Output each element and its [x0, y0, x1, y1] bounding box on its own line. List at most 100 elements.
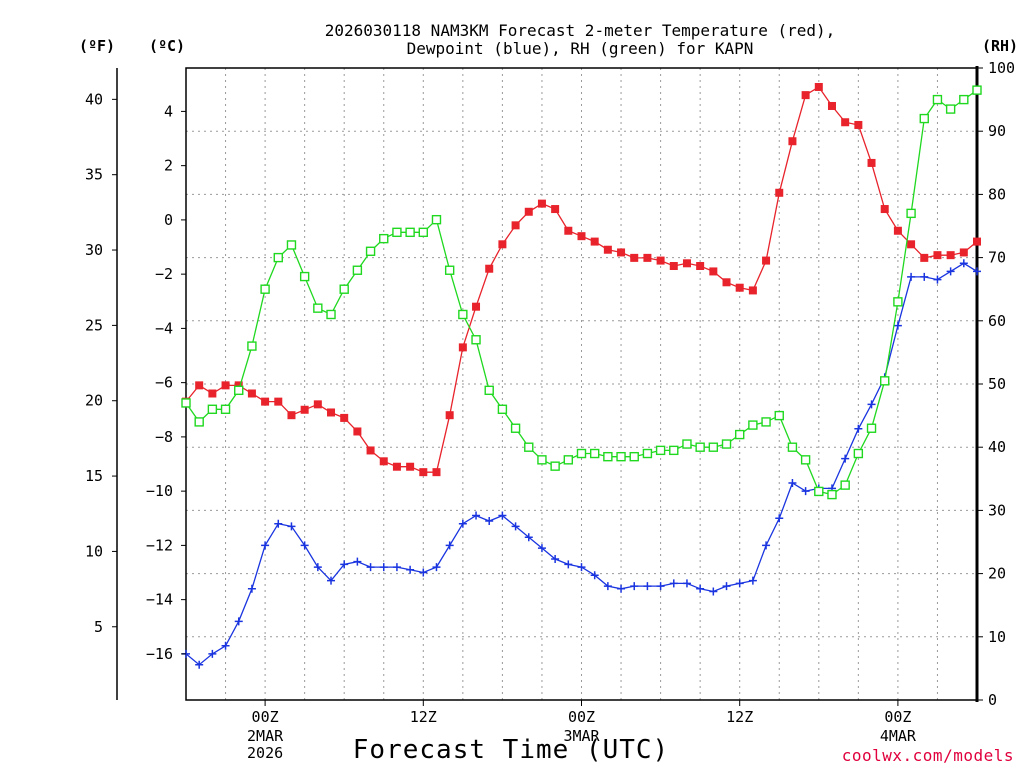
dewpoint-point [419, 569, 427, 577]
temperature-point [591, 238, 599, 246]
relative-humidity-point [802, 456, 810, 464]
y-tick-label-rh: 40 [988, 438, 1006, 456]
dewpoint-point [578, 563, 586, 571]
dewpoint-point [670, 579, 678, 587]
x-tick-label: 00Z [252, 708, 279, 726]
relative-humidity-point [314, 304, 322, 312]
temperature-point [287, 411, 295, 419]
y-tick-label-rh: 60 [988, 312, 1006, 330]
temperature-point [907, 240, 915, 248]
relative-humidity-point [182, 399, 190, 407]
temperature-point [815, 83, 823, 91]
temperature-point [208, 389, 216, 397]
chart-title-line-1: 2026030118 NAM3KM Forecast 2-meter Tempe… [325, 21, 836, 40]
y-tick-label-rh: 10 [988, 628, 1006, 646]
temperature-point [195, 381, 203, 389]
y-tick-label-celsius: 4 [164, 102, 173, 120]
relative-humidity-point [432, 216, 440, 224]
relative-humidity-point [353, 266, 361, 274]
relative-humidity-point [920, 115, 928, 123]
relative-humidity-point [933, 96, 941, 104]
relative-humidity-point [894, 298, 902, 306]
dewpoint-point [406, 566, 414, 574]
dewpoint-point [868, 400, 876, 408]
y-tick-label-rh: 0 [988, 691, 997, 709]
temperature-point [604, 246, 612, 254]
dewpoint-point [736, 579, 744, 587]
temperature-point [868, 159, 876, 167]
y-tick-label-fahrenheit: 15 [85, 467, 103, 485]
dewpoint-point [287, 522, 295, 530]
dewpoint-point [788, 479, 796, 487]
relative-humidity-point [525, 443, 533, 451]
temperature-point [657, 257, 665, 265]
y-tick-label-celsius: −10 [146, 482, 173, 500]
y-tick-label-rh: 20 [988, 565, 1006, 583]
dewpoint-point [261, 541, 269, 549]
temperature-point [419, 468, 427, 476]
dewpoint-point [630, 582, 638, 590]
relative-humidity-point [960, 96, 968, 104]
temperature-point [472, 303, 480, 311]
temperature-point [775, 189, 783, 197]
y-tick-label-rh: 50 [988, 375, 1006, 393]
y-tick-label-fahrenheit: 5 [94, 618, 103, 636]
relative-humidity-point [459, 310, 467, 318]
dewpoint-point [723, 582, 731, 590]
y-tick-label-celsius: −12 [146, 536, 173, 554]
relative-humidity-point [907, 209, 915, 217]
temperature-point [894, 227, 902, 235]
chart-title-line-2: Dewpoint (blue), RH (green) for KAPN [407, 39, 754, 58]
grid-lines [186, 68, 977, 700]
temperature-point [446, 411, 454, 419]
temperature-point [696, 262, 704, 270]
temperature-point [459, 343, 467, 351]
relative-humidity-line [186, 90, 977, 495]
relative-humidity-point [868, 424, 876, 432]
relative-humidity-point [274, 254, 282, 262]
y-axis-label-rh: (RH) [982, 37, 1018, 55]
temperature-point [353, 427, 361, 435]
dewpoint-point [709, 588, 717, 596]
temperature-point [802, 91, 810, 99]
y-tick-label-celsius: −8 [155, 428, 173, 446]
relative-humidity-point [828, 491, 836, 499]
dewpoint-point [920, 273, 928, 281]
relative-humidity-point [485, 386, 493, 394]
relative-humidity-point [670, 446, 678, 454]
dewpoint-point [762, 541, 770, 549]
y-tick-label-rh: 30 [988, 501, 1006, 519]
y-tick-label-fahrenheit: 40 [85, 90, 103, 108]
temperature-point [380, 457, 388, 465]
relative-humidity-point [630, 453, 638, 461]
relative-humidity-point [578, 450, 586, 458]
relative-humidity-point [973, 86, 981, 94]
temperature-point [736, 284, 744, 292]
relative-humidity-point [617, 453, 625, 461]
temperature-point [854, 121, 862, 129]
dewpoint-point [960, 259, 968, 267]
dewpoint-point [367, 563, 375, 571]
y-tick-label-celsius: −2 [155, 265, 173, 283]
y-tick-label-fahrenheit: 30 [85, 241, 103, 259]
temperature-point [762, 257, 770, 265]
relative-humidity-point [367, 247, 375, 255]
temperature-point [788, 137, 796, 145]
temperature-point [485, 265, 493, 273]
relative-humidity-point [472, 336, 480, 344]
relative-humidity-point [261, 285, 269, 293]
dewpoint-point [749, 577, 757, 585]
relative-humidity-point [881, 377, 889, 385]
dewpoint-point [248, 585, 256, 593]
x-tick-sublabel: 2026 [247, 744, 283, 762]
y-axis-label-fahrenheit: (ºF) [79, 37, 115, 55]
temperature-point [617, 248, 625, 256]
relative-humidity-point [749, 421, 757, 429]
relative-humidity-point [195, 418, 203, 426]
y-tick-label-celsius: −16 [146, 645, 173, 663]
dewpoint-point [459, 520, 467, 528]
temperature-point [393, 463, 401, 471]
dewpoint-point [973, 267, 981, 275]
y-tick-label-celsius: 0 [164, 211, 173, 229]
relative-humidity-point [380, 235, 388, 243]
